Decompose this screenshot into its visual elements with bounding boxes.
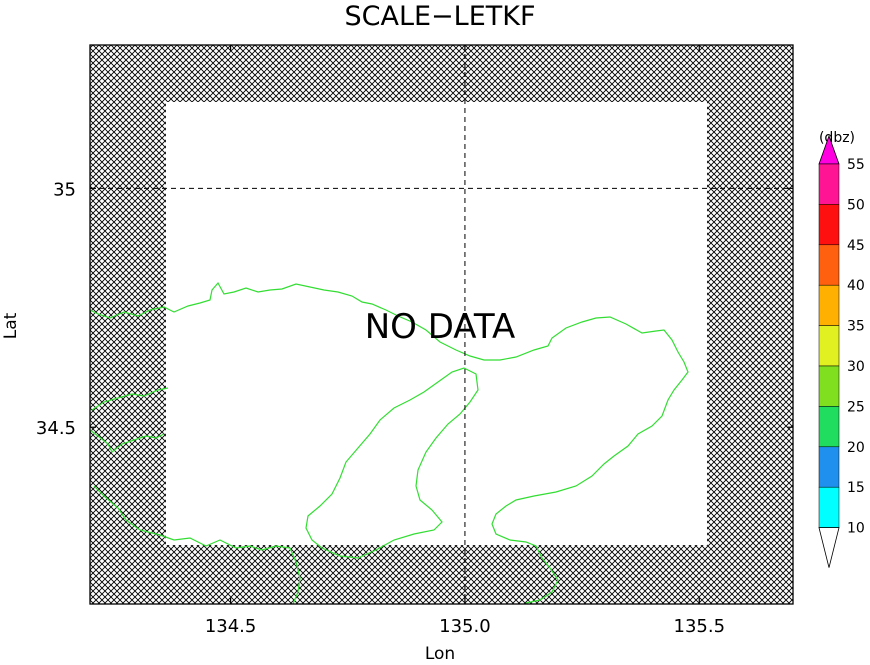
- colorbar-tick-label: 30: [847, 359, 865, 375]
- colorbar-segment: [818, 244, 840, 286]
- plot-frame: [89, 44, 794, 605]
- colorbar-tick-label: 35: [847, 319, 865, 335]
- colorbar-segment: [818, 486, 840, 528]
- colorbar-segment: [818, 204, 840, 246]
- no-data-message: NO DATA: [365, 307, 516, 347]
- x-tick-label: 134.5: [205, 616, 257, 637]
- coastline: [90, 281, 689, 604]
- colorbar-tick-label: 40: [847, 278, 865, 294]
- colorbar-segment: [818, 163, 840, 205]
- y-tick-label: 34.5: [36, 418, 76, 439]
- chart-title: SCALE−LETKF: [344, 1, 535, 32]
- coastline-west-bay: [90, 387, 169, 453]
- x-tick-label: 135.5: [674, 616, 726, 637]
- coastline-awaji-island: [305, 367, 479, 559]
- colorbar-segment: [818, 284, 840, 326]
- colorbar-tick-label: 20: [847, 440, 865, 456]
- colorbar-tick-label: 50: [847, 197, 865, 213]
- axis-ticks: 134.5 135.0 135.5 34.5 35: [36, 45, 793, 637]
- colorbar-tick-label: 45: [847, 238, 865, 254]
- coastline-south-shore: [93, 485, 301, 604]
- colorbar-segment: [818, 365, 840, 407]
- colorbar-segment: [818, 406, 840, 448]
- x-axis-label: Lon: [425, 644, 455, 661]
- colorbar-tick-label: 25: [847, 399, 865, 415]
- colorbar-segment: [818, 446, 840, 488]
- colorbar-segment: [818, 325, 840, 367]
- colorbar-unit-label: (dbz): [819, 130, 855, 146]
- colorbar-tick-label: 10: [847, 521, 865, 537]
- colorbar-tick-label: 15: [847, 480, 865, 496]
- colorbar-bottom-triangle: [818, 527, 840, 568]
- y-axis-label: Lat: [1, 312, 21, 339]
- colorbar-tick-label: 55: [847, 157, 865, 173]
- coastline-north-shore: [90, 281, 689, 604]
- x-tick-label: 135.0: [439, 616, 491, 637]
- inner-domain: [166, 102, 707, 545]
- colorbar: 10 15 20 25 30 35 40 45 50 55: [818, 134, 865, 568]
- gridlines: [90, 45, 793, 604]
- y-tick-label: 35: [53, 179, 76, 200]
